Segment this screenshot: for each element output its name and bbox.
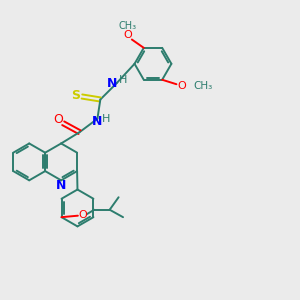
Text: H: H — [118, 75, 127, 85]
Text: CH₃: CH₃ — [194, 81, 213, 91]
Text: CH₃: CH₃ — [118, 21, 136, 32]
Text: O: O — [78, 210, 87, 220]
Text: S: S — [71, 89, 80, 102]
Text: N: N — [56, 179, 66, 192]
Text: H: H — [101, 114, 110, 124]
Text: O: O — [177, 81, 186, 91]
Text: N: N — [107, 76, 117, 90]
Text: O: O — [123, 30, 132, 40]
Text: O: O — [53, 113, 63, 126]
Text: N: N — [92, 115, 103, 128]
